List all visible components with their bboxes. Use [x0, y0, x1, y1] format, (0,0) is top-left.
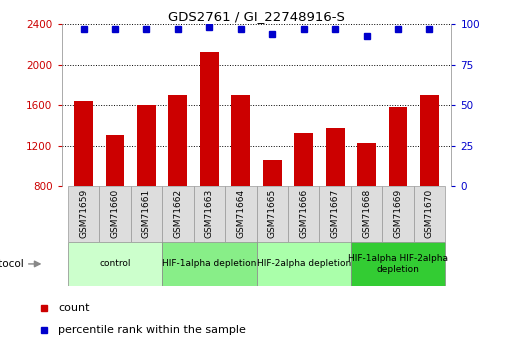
Bar [320, 186, 351, 242]
Bar [294, 132, 313, 186]
Text: GSM71660: GSM71660 [110, 189, 120, 238]
Bar [256, 186, 288, 242]
Bar [168, 95, 187, 186]
Bar [193, 186, 225, 242]
Bar [162, 241, 256, 286]
Bar [382, 186, 413, 242]
Bar [420, 95, 439, 186]
Text: count: count [58, 303, 89, 313]
Bar [74, 101, 93, 186]
Bar [357, 143, 376, 186]
Bar [225, 186, 256, 242]
Bar [256, 241, 351, 286]
Bar [388, 107, 407, 186]
Text: GSM71665: GSM71665 [268, 189, 277, 238]
Text: HIF-1alpha depletion: HIF-1alpha depletion [162, 259, 256, 268]
Bar [288, 186, 320, 242]
Text: GSM71669: GSM71669 [393, 189, 403, 238]
Bar [68, 241, 162, 286]
Bar [231, 95, 250, 186]
Title: GDS2761 / GI_22748916-S: GDS2761 / GI_22748916-S [168, 10, 345, 23]
Text: GSM71663: GSM71663 [205, 189, 214, 238]
Bar [326, 128, 345, 186]
Text: GSM71659: GSM71659 [79, 189, 88, 238]
Text: HIF-1alpha HIF-2alpha
depletion: HIF-1alpha HIF-2alpha depletion [348, 254, 448, 274]
Bar [131, 186, 162, 242]
Bar [137, 105, 156, 186]
Bar [162, 186, 193, 242]
Bar [263, 160, 282, 186]
Bar [200, 51, 219, 186]
Text: control: control [99, 259, 131, 268]
Bar [413, 186, 445, 242]
Text: GSM71664: GSM71664 [236, 189, 245, 238]
Text: GSM71662: GSM71662 [173, 189, 183, 238]
Text: GSM71667: GSM71667 [330, 189, 340, 238]
Bar [351, 241, 445, 286]
Text: GSM71666: GSM71666 [299, 189, 308, 238]
Text: percentile rank within the sample: percentile rank within the sample [58, 325, 246, 335]
Bar [106, 135, 125, 186]
Text: GSM71668: GSM71668 [362, 189, 371, 238]
Text: GSM71670: GSM71670 [425, 189, 434, 238]
Text: protocol: protocol [0, 259, 24, 269]
Bar [351, 186, 382, 242]
Bar [100, 186, 131, 242]
Text: GSM71661: GSM71661 [142, 189, 151, 238]
Bar [68, 186, 100, 242]
Text: HIF-2alpha depletion: HIF-2alpha depletion [256, 259, 351, 268]
